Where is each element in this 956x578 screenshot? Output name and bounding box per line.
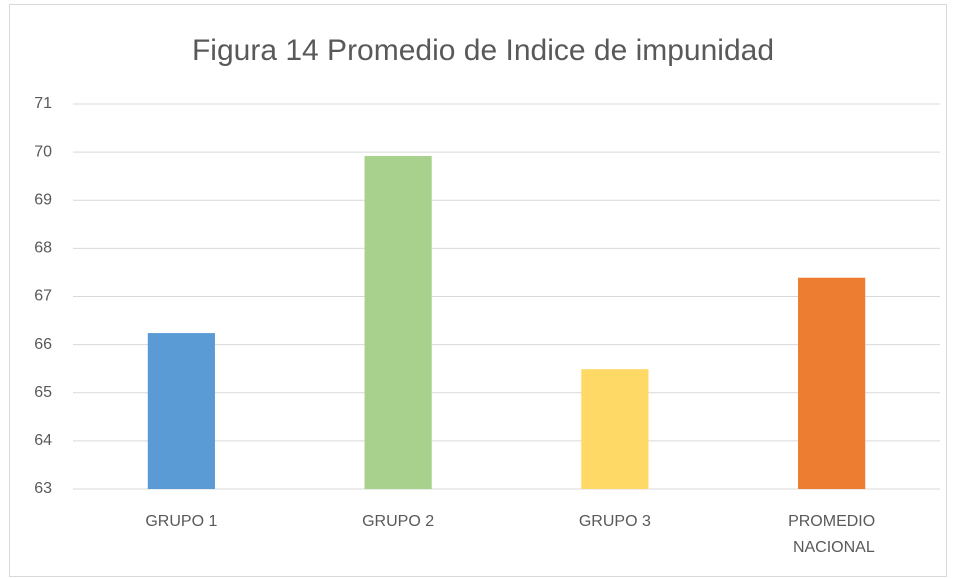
y-tick-label: 65 xyxy=(34,384,52,401)
y-tick-label: 69 xyxy=(34,191,52,208)
bar xyxy=(147,333,215,489)
y-tick-label: 63 xyxy=(34,480,52,497)
bar xyxy=(798,277,866,489)
y-tick-label: 67 xyxy=(34,288,52,305)
y-tick-label: 68 xyxy=(34,240,52,257)
y-tick-label: 66 xyxy=(34,336,52,353)
y-tick-label: 70 xyxy=(34,143,52,160)
y-tick-label: 64 xyxy=(34,432,52,449)
x-tick-label: GRUPO 3 xyxy=(579,513,651,530)
bar xyxy=(364,155,432,489)
x-tick-label: GRUPO 1 xyxy=(145,513,217,530)
bar xyxy=(581,369,649,489)
x-tick-label: PROMEDIO NACIONAL xyxy=(788,513,875,556)
x-tick-label: GRUPO 2 xyxy=(362,513,434,530)
y-tick-label: 71 xyxy=(34,95,52,112)
chart-title: Figura 14 Promedio de Indice de impunida… xyxy=(192,34,774,67)
